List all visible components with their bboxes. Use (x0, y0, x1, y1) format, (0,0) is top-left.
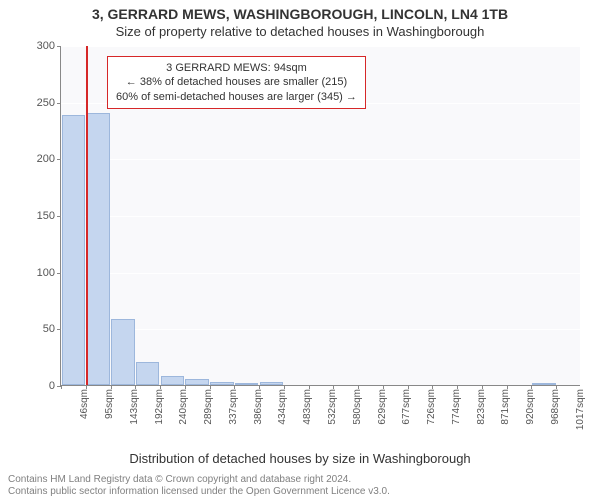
xtick-mark (333, 385, 334, 389)
xtick-label: 823sqm (476, 389, 487, 425)
xtick-mark (284, 385, 285, 389)
bar (62, 115, 86, 385)
xtick-mark (111, 385, 112, 389)
footer-line-2: Contains public sector information licen… (8, 486, 390, 498)
property-marker-line (86, 46, 88, 385)
gridline (61, 273, 580, 274)
plot-inner: 05010015020025030046sqm95sqm143sqm192sqm… (60, 46, 580, 386)
xtick-label: 677sqm (401, 389, 412, 425)
xtick-label: 629sqm (377, 389, 388, 425)
xtick-label: 192sqm (154, 389, 165, 425)
xtick-label: 871sqm (500, 389, 511, 425)
xtick-mark (531, 385, 532, 389)
gridline (61, 386, 580, 387)
xtick-mark (482, 385, 483, 389)
ytick-mark (57, 329, 61, 330)
xtick-mark (507, 385, 508, 389)
annotation-line-1: 3 GERRARD MEWS: 94sqm (116, 61, 357, 75)
xtick-label: 337sqm (228, 389, 239, 425)
bar (260, 382, 284, 385)
gridline (61, 329, 580, 330)
xtick-mark (309, 385, 310, 389)
title-line-1: 3, GERRARD MEWS, WASHINGBOROUGH, LINCOLN… (0, 6, 600, 22)
bar (136, 362, 160, 385)
gridline (61, 159, 580, 160)
xtick-mark (259, 385, 260, 389)
gridline (61, 216, 580, 217)
ytick-label: 300 (37, 40, 55, 52)
bar (210, 382, 234, 385)
annotation-box: 3 GERRARD MEWS: 94sqm← 38% of detached h… (107, 56, 366, 109)
ytick-label: 0 (49, 380, 55, 392)
xtick-label: 726sqm (426, 389, 437, 425)
bar (161, 376, 185, 385)
bar (86, 113, 110, 385)
ytick-mark (57, 216, 61, 217)
bar (532, 383, 556, 385)
annotation-line-3: 60% of semi-detached houses are larger (… (116, 90, 357, 104)
xtick-mark (432, 385, 433, 389)
xtick-mark (556, 385, 557, 389)
xtick-mark (234, 385, 235, 389)
xtick-mark (358, 385, 359, 389)
xtick-label: 920sqm (525, 389, 536, 425)
ytick-label: 200 (37, 153, 55, 165)
title-line-2: Size of property relative to detached ho… (0, 24, 600, 39)
xtick-mark (210, 385, 211, 389)
xtick-mark (408, 385, 409, 389)
xtick-mark (383, 385, 384, 389)
bar (185, 379, 209, 385)
xtick-label: 1017sqm (575, 389, 586, 430)
ytick-mark (57, 273, 61, 274)
ytick-label: 100 (37, 267, 55, 279)
xtick-label: 95sqm (104, 389, 115, 419)
ytick-label: 250 (37, 97, 55, 109)
chart-area: 05010015020025030046sqm95sqm143sqm192sqm… (60, 46, 580, 386)
xtick-mark (86, 385, 87, 389)
xtick-label: 532sqm (327, 389, 338, 425)
xtick-label: 434sqm (277, 389, 288, 425)
xtick-label: 580sqm (352, 389, 363, 425)
footer-line-1: Contains HM Land Registry data © Crown c… (8, 474, 390, 486)
xtick-mark (135, 385, 136, 389)
bar (111, 319, 135, 385)
annotation-line-2: ← 38% of detached houses are smaller (21… (116, 75, 357, 89)
xtick-label: 46sqm (79, 389, 90, 419)
xtick-mark (61, 385, 62, 389)
gridline (61, 46, 580, 47)
xtick-mark (160, 385, 161, 389)
xtick-label: 968sqm (550, 389, 561, 425)
xtick-label: 143sqm (129, 389, 140, 425)
x-axis-label: Distribution of detached houses by size … (0, 451, 600, 466)
xtick-label: 289sqm (203, 389, 214, 425)
ytick-mark (57, 103, 61, 104)
xtick-label: 483sqm (302, 389, 313, 425)
ytick-mark (57, 159, 61, 160)
xtick-label: 774sqm (451, 389, 462, 425)
xtick-mark (457, 385, 458, 389)
xtick-mark (185, 385, 186, 389)
ytick-label: 150 (37, 210, 55, 222)
ytick-label: 50 (43, 323, 55, 335)
ytick-mark (57, 46, 61, 47)
xtick-label: 240sqm (178, 389, 189, 425)
bar (235, 383, 259, 385)
xtick-label: 386sqm (253, 389, 264, 425)
footer-attribution: Contains HM Land Registry data © Crown c… (8, 474, 390, 498)
